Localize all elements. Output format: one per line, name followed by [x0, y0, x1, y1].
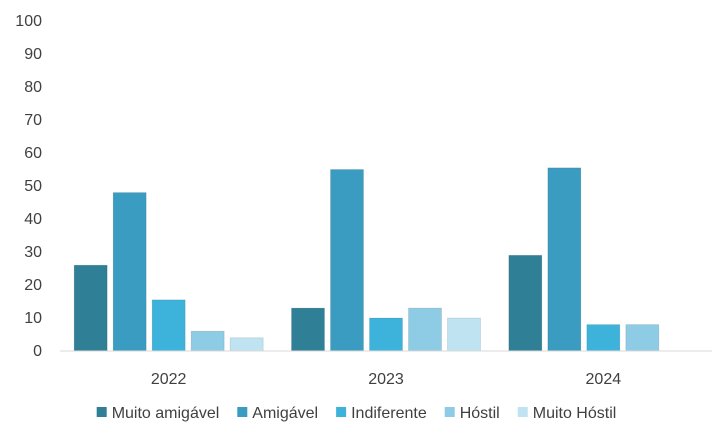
y-tick-label: 70	[24, 112, 42, 129]
y-tick-label: 50	[24, 178, 42, 195]
legend-label: Muito Hóstil	[533, 405, 617, 422]
legend-item: Amigável	[237, 405, 318, 422]
bar	[229, 337, 264, 352]
y-tick-label: 80	[24, 79, 42, 96]
x-tick-label: 2022	[151, 371, 187, 388]
bar	[190, 330, 225, 352]
legend-swatch	[237, 407, 248, 417]
y-tick-label: 100	[15, 13, 42, 30]
bar	[73, 264, 108, 352]
bar	[508, 254, 543, 352]
x-tick-label: 2023	[368, 371, 404, 388]
bar	[151, 299, 186, 352]
legend-swatch	[96, 407, 107, 417]
legend-item: Muito amigável	[96, 405, 220, 422]
legend-swatch	[517, 407, 528, 417]
bar	[330, 169, 364, 352]
y-tick-label: 10	[24, 310, 42, 327]
x-tick-label: 2024	[586, 371, 622, 388]
x-axis: 2022 2023 2024	[151, 371, 621, 388]
legend-label: Indiferente	[351, 405, 427, 422]
legend-swatch	[336, 407, 347, 417]
y-tick-label: 40	[24, 211, 42, 228]
y-tick-label: 90	[24, 46, 42, 63]
bar	[586, 324, 621, 352]
y-axis: 0 10 20 30 40 50 60 70 80 90 100	[15, 13, 42, 360]
y-tick-label: 0	[33, 343, 42, 360]
legend-item: Indiferente	[336, 405, 427, 422]
legend-label: Amigável	[252, 405, 318, 422]
bar	[547, 167, 582, 352]
bar	[408, 307, 442, 352]
legend-item: Muito Hóstil	[517, 405, 617, 422]
bar	[369, 317, 403, 352]
bar	[112, 192, 147, 352]
legend-label: Muito amigável	[112, 405, 220, 422]
legend-item: Hóstil	[444, 405, 500, 422]
bar	[447, 317, 481, 352]
legend-label: Hóstil	[460, 405, 500, 422]
bar	[291, 307, 325, 352]
legend: Muito amigável Amigável Indiferente Hóstil M…	[96, 405, 617, 422]
bar	[625, 324, 660, 352]
legend-swatch	[444, 407, 455, 417]
y-tick-label: 20	[24, 277, 42, 294]
bars	[73, 167, 660, 352]
y-tick-label: 30	[24, 244, 42, 261]
y-tick-label: 60	[24, 145, 42, 162]
